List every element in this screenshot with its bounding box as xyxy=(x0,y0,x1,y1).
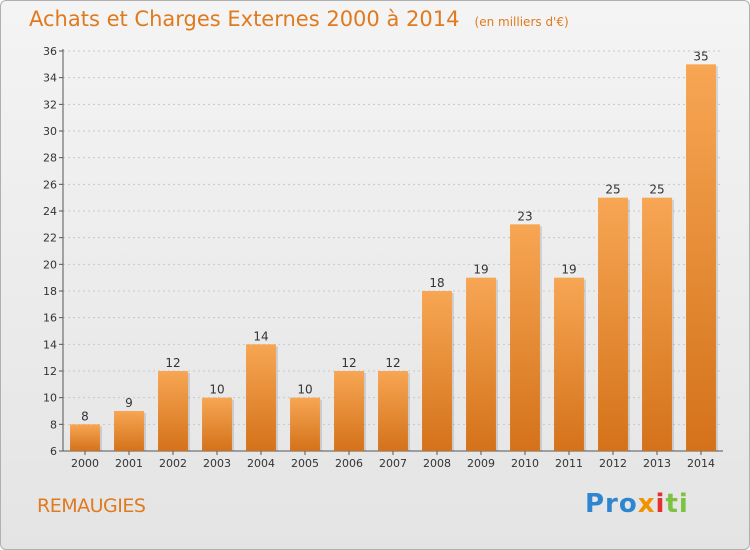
bar xyxy=(246,344,276,451)
bar xyxy=(334,371,364,451)
title-row: Achats et Charges Externes 2000 à 2014 (… xyxy=(29,7,569,31)
y-tick-label: 24 xyxy=(43,205,57,218)
chart-subtitle: (en milliers d'€) xyxy=(474,15,569,29)
x-tick-label: 2001 xyxy=(115,457,143,470)
x-tick-label: 2010 xyxy=(511,457,539,470)
data-label: 19 xyxy=(561,263,576,277)
bar xyxy=(686,64,716,452)
bar xyxy=(70,424,100,451)
bars xyxy=(70,64,718,452)
logo-letters-pro: Pro xyxy=(585,489,638,519)
data-label: 14 xyxy=(253,329,268,343)
data-label: 35 xyxy=(693,49,708,63)
logo-letters-ti: ti xyxy=(665,489,689,519)
y-tick-label: 18 xyxy=(43,285,57,298)
x-tick-label: 2004 xyxy=(247,457,275,470)
proxiti-logo[interactable]: Proxiti xyxy=(585,489,689,519)
y-tick-label: 12 xyxy=(43,365,57,378)
bar xyxy=(114,411,144,451)
data-label: 10 xyxy=(209,383,224,397)
y-tick-label: 20 xyxy=(43,258,57,271)
bar xyxy=(642,197,672,451)
data-label: 12 xyxy=(385,356,400,370)
y-tick-label: 8 xyxy=(50,418,57,431)
data-label: 19 xyxy=(473,263,488,277)
x-tick-label: 2013 xyxy=(643,457,671,470)
data-label: 25 xyxy=(605,183,620,197)
bar xyxy=(466,277,496,451)
data-label: 12 xyxy=(341,356,356,370)
x-tick-label: 2007 xyxy=(379,457,407,470)
data-label: 12 xyxy=(165,356,180,370)
x-tick-label: 2000 xyxy=(71,457,99,470)
x-tick-label: 2014 xyxy=(687,457,715,470)
bar xyxy=(158,371,188,451)
logo-letter-x: x xyxy=(637,489,656,519)
bar xyxy=(598,197,628,451)
x-tick-label: 2002 xyxy=(159,457,187,470)
x-tick-label: 2012 xyxy=(599,457,627,470)
x-tick-label: 2003 xyxy=(203,457,231,470)
data-label: 18 xyxy=(429,276,444,290)
y-tick-label: 22 xyxy=(43,232,57,245)
y-tick-label: 28 xyxy=(43,152,57,165)
data-label: 10 xyxy=(297,383,312,397)
bar xyxy=(422,291,452,451)
bar xyxy=(510,224,540,451)
y-tick-label: 6 xyxy=(50,445,57,458)
data-label: 25 xyxy=(649,183,664,197)
y-tick-label: 14 xyxy=(43,338,57,351)
bar xyxy=(554,277,584,451)
x-tick-label: 2008 xyxy=(423,457,451,470)
data-label: 9 xyxy=(125,396,133,410)
labels: 2000 8 2001 9 2002 12 2003 10 2004 14 2005 10 2006 12… xyxy=(71,49,715,470)
y-tick-label: 32 xyxy=(43,98,57,111)
x-tick-label: 2011 xyxy=(555,457,583,470)
commune-name: REMAUGIES xyxy=(37,495,146,517)
x-tick-label: 2009 xyxy=(467,457,495,470)
bar xyxy=(378,371,408,451)
x-tick-label: 2005 xyxy=(291,457,319,470)
y-tick-label: 26 xyxy=(43,178,57,191)
logo-letter-i: i xyxy=(655,489,666,519)
x-tick-label: 2006 xyxy=(335,457,363,470)
chart-title: Achats et Charges Externes 2000 à 2014 xyxy=(29,7,460,31)
axes: 6 8 10 12 14 16 18 20 22 24 26 28 30 32 34 36 xyxy=(43,45,723,458)
data-label: 8 xyxy=(81,409,89,423)
y-tick-label: 34 xyxy=(43,72,57,85)
y-tick-label: 10 xyxy=(43,392,57,405)
y-tick-label: 30 xyxy=(43,125,57,138)
y-tick-label: 36 xyxy=(43,45,57,58)
bar xyxy=(290,397,320,451)
y-tick-label: 16 xyxy=(43,312,57,325)
bar xyxy=(202,397,232,451)
data-label: 23 xyxy=(517,209,532,223)
